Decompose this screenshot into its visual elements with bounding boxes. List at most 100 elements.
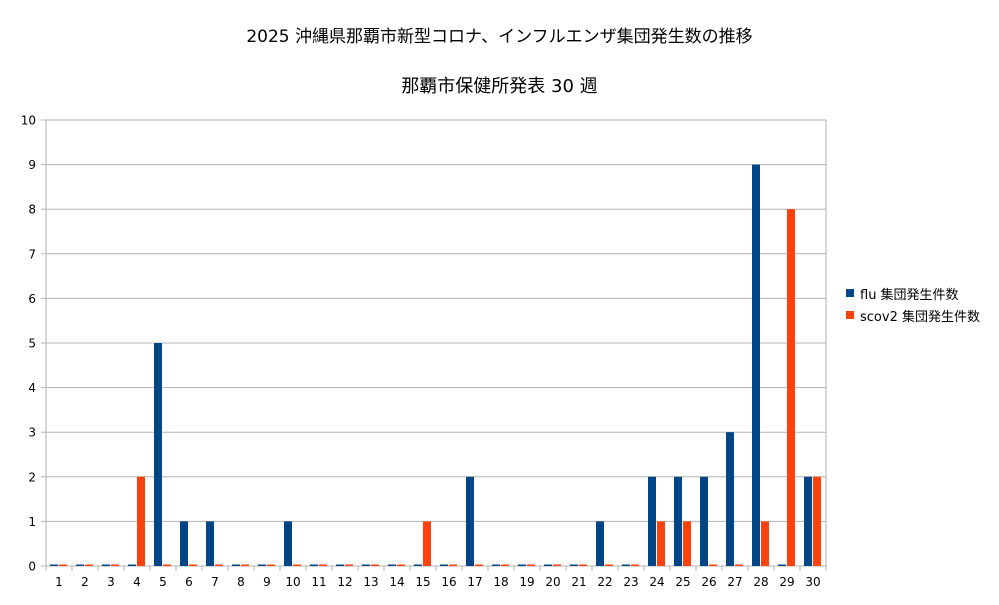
bar-flu xyxy=(310,564,318,566)
bar-flu xyxy=(492,564,500,566)
y-tick-label: 4 xyxy=(28,381,36,395)
bar-flu xyxy=(232,564,240,566)
bar-scov2 xyxy=(735,564,743,566)
bar-scov2 xyxy=(527,564,535,566)
legend-item-flu: flu 集団発生件数 xyxy=(846,282,980,304)
bar-scov2 xyxy=(579,564,587,566)
legend-swatch-scov2 xyxy=(846,311,854,319)
bar-scov2 xyxy=(371,564,379,566)
y-tick-label: 1 xyxy=(28,515,36,529)
bar-flu xyxy=(154,343,162,566)
bar-flu xyxy=(50,564,58,566)
x-tick-label: 1 xyxy=(55,575,63,589)
x-tick-label: 4 xyxy=(133,575,141,589)
x-tick-label: 11 xyxy=(311,575,326,589)
bar-scov2 xyxy=(423,521,431,566)
x-tick-label: 27 xyxy=(727,575,742,589)
x-tick-label: 2 xyxy=(81,575,89,589)
bar-flu xyxy=(336,564,344,566)
bar-flu xyxy=(752,164,760,566)
x-tick-label: 21 xyxy=(571,575,586,589)
x-tick-label: 19 xyxy=(519,575,534,589)
bar-scov2 xyxy=(397,564,405,566)
bar-scov2 xyxy=(59,564,67,566)
bar-scov2 xyxy=(189,564,197,566)
x-tick-label: 9 xyxy=(263,575,271,589)
x-tick-label: 16 xyxy=(441,575,456,589)
x-tick-label: 28 xyxy=(753,575,768,589)
bar-flu xyxy=(414,564,422,566)
bar-flu xyxy=(544,564,552,566)
bar-scov2 xyxy=(709,564,717,566)
bar-flu xyxy=(102,564,110,566)
x-tick-label: 3 xyxy=(107,575,115,589)
y-tick-label: 3 xyxy=(28,426,36,440)
bar-scov2 xyxy=(241,564,249,566)
bar-flu xyxy=(206,521,214,566)
legend-swatch-flu xyxy=(846,289,854,297)
x-tick-label: 8 xyxy=(237,575,245,589)
bar-flu xyxy=(700,476,708,566)
legend-label-scov2: scov2 集団発生件数 xyxy=(860,309,980,325)
bar-flu xyxy=(440,564,448,566)
bar-scov2 xyxy=(85,564,93,566)
chart-title: 2025 沖縄県那覇市新型コロナ、インフルエンザ集団発生数の推移 xyxy=(246,27,753,47)
bar-flu xyxy=(128,564,136,566)
bar-scov2 xyxy=(319,564,327,566)
bar-flu xyxy=(804,476,812,566)
y-tick-label: 8 xyxy=(28,203,36,217)
chart-subtitle: 那覇市保健所発表 30 週 xyxy=(401,76,598,97)
x-tick-label: 5 xyxy=(159,575,167,589)
bar-flu xyxy=(258,564,266,566)
bar-scov2 xyxy=(631,564,639,566)
bar-scov2 xyxy=(293,564,301,566)
y-tick-label: 9 xyxy=(28,158,36,172)
bar-scov2 xyxy=(813,476,821,566)
bar-scov2 xyxy=(475,564,483,566)
x-tick-label: 29 xyxy=(779,575,794,589)
bar-flu xyxy=(622,564,630,566)
y-tick-label: 2 xyxy=(28,470,36,484)
x-tick-label: 26 xyxy=(701,575,716,589)
x-tick-label: 23 xyxy=(623,575,638,589)
bar-flu xyxy=(180,521,188,566)
bar-scov2 xyxy=(683,521,691,566)
bar-flu xyxy=(778,564,786,566)
x-tick-label: 13 xyxy=(363,575,378,589)
y-tick-label: 10 xyxy=(21,114,36,128)
bar-flu xyxy=(362,564,370,566)
x-tick-label: 14 xyxy=(389,575,404,589)
bar-scov2 xyxy=(657,521,665,566)
bar-scov2 xyxy=(163,564,171,566)
bar-scov2 xyxy=(761,521,769,566)
y-tick-label: 7 xyxy=(28,247,36,261)
x-tick-label: 24 xyxy=(649,575,664,589)
bar-scov2 xyxy=(449,564,457,566)
bar-flu xyxy=(648,476,656,566)
bar-scov2 xyxy=(553,564,561,566)
bar-scov2 xyxy=(605,564,613,566)
x-tick-label: 22 xyxy=(597,575,612,589)
bar-scov2 xyxy=(215,564,223,566)
x-tick-label: 17 xyxy=(467,575,482,589)
bar-flu xyxy=(726,432,734,566)
bar-flu xyxy=(596,521,604,566)
x-tick-label: 12 xyxy=(337,575,352,589)
y-tick-label: 0 xyxy=(28,560,36,574)
bar-scov2 xyxy=(345,564,353,566)
legend-item-scov2: scov2 集団発生件数 xyxy=(846,304,980,326)
x-tick-label: 7 xyxy=(211,575,219,589)
y-tick-label: 6 xyxy=(28,292,36,306)
x-tick-label: 10 xyxy=(285,575,300,589)
bar-flu xyxy=(570,564,578,566)
x-tick-label: 25 xyxy=(675,575,690,589)
legend-label-flu: flu 集団発生件数 xyxy=(860,287,959,303)
legend: flu 集団発生件数 scov2 集団発生件数 xyxy=(846,282,980,326)
y-tick-label: 5 xyxy=(28,337,36,351)
bar-scov2 xyxy=(787,209,795,566)
x-tick-label: 6 xyxy=(185,575,193,589)
x-tick-label: 20 xyxy=(545,575,560,589)
bar-flu xyxy=(518,564,526,566)
bar-flu xyxy=(388,564,396,566)
